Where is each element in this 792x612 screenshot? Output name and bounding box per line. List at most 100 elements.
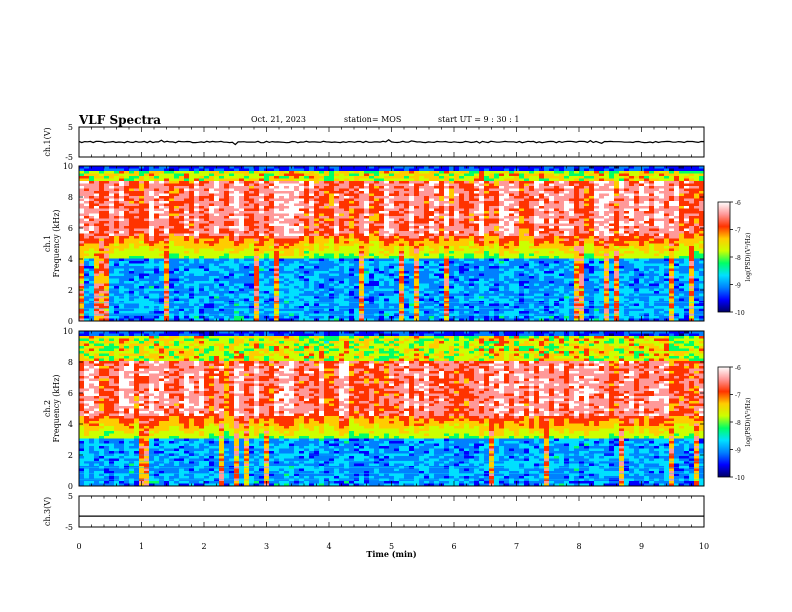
spectrogram-cell <box>339 268 345 272</box>
spectrogram-cell <box>314 211 320 214</box>
spectrogram-cell <box>89 206 95 209</box>
spectrogram-cell <box>79 308 85 312</box>
spectrogram-cell <box>479 178 485 182</box>
spectrogram-cell <box>464 303 470 307</box>
spectrogram-cell <box>199 226 205 229</box>
spectrogram-cell <box>264 248 270 252</box>
spectrogram-cell <box>334 166 340 169</box>
spectrogram-cell <box>464 208 470 212</box>
spectrogram-cell <box>344 318 350 322</box>
spectrogram-cell <box>394 276 400 279</box>
spectrogram-cell <box>359 316 365 319</box>
spectrogram-cell <box>84 203 90 207</box>
spectrogram-cell <box>449 196 455 199</box>
spectrogram-cell <box>399 243 405 247</box>
spectrogram-cell <box>374 303 380 307</box>
spectrogram-cell <box>159 291 165 294</box>
spectrogram-cell <box>389 293 395 297</box>
spectrogram-cell <box>284 283 290 287</box>
spectrogram-cell <box>284 258 290 262</box>
spectrogram-cell <box>154 201 160 204</box>
spectrogram-cell <box>309 216 315 219</box>
spectrogram-cell <box>274 286 280 289</box>
spectrogram-cell <box>254 316 260 319</box>
spectrogram-cell <box>124 293 130 297</box>
spectrogram-cell <box>289 238 295 242</box>
spectrogram-cell <box>389 241 395 244</box>
spectrogram-cell <box>204 308 210 312</box>
spectrogram-cell <box>419 228 425 232</box>
spectrogram-cell <box>449 291 455 294</box>
spectrogram-cell <box>424 281 430 284</box>
spectrogram-cell <box>434 198 440 202</box>
spectrogram-cell <box>219 196 225 199</box>
spectrogram-cell <box>204 166 210 169</box>
spectrogram-cell <box>159 181 165 184</box>
spectrogram-cell <box>104 171 110 174</box>
spectrogram-cell <box>114 253 120 257</box>
spectrogram-cell <box>469 293 475 297</box>
spectrogram-cell <box>399 281 405 284</box>
spectrogram-cell <box>194 303 200 307</box>
spectrogram-cell <box>419 168 425 172</box>
spectrogram-cell <box>254 296 260 299</box>
spectrogram-cell <box>264 208 270 212</box>
spectrogram-cell <box>324 273 330 277</box>
spectrogram-cell <box>464 291 470 294</box>
spectrogram-cell <box>309 291 315 294</box>
spectrogram-cell <box>119 276 125 279</box>
spectrogram-cell <box>459 311 465 314</box>
spectrogram-cell <box>349 208 355 212</box>
spectrogram-cell <box>264 213 270 217</box>
spectrogram-cell <box>84 168 90 172</box>
spectrogram-cell <box>194 176 200 179</box>
spectrogram-cell <box>469 303 475 307</box>
spectrogram-cell <box>374 243 380 247</box>
spectrogram-cell <box>269 183 275 187</box>
spectrogram-cell <box>469 238 475 242</box>
spectrogram-cell <box>129 308 135 312</box>
spectrogram-cell <box>329 206 335 209</box>
spectrogram-cell <box>304 208 310 212</box>
spectrogram-cell <box>369 316 375 319</box>
spectrogram-cell <box>119 251 125 254</box>
spectrogram-cell <box>199 166 205 169</box>
spectrogram-cell <box>229 256 235 259</box>
spectrogram-cell <box>474 178 480 182</box>
spectrogram-cell <box>449 223 455 227</box>
spectrogram-cell <box>159 246 165 249</box>
spectrogram-cell <box>179 171 185 174</box>
spectrogram-cell <box>404 311 410 314</box>
spectrogram-cell <box>339 173 345 177</box>
spectrogram-cell <box>304 171 310 174</box>
spectrogram-cell <box>339 266 345 269</box>
spectrogram-cell <box>314 286 320 289</box>
spectrogram-cell <box>414 296 420 299</box>
spectrogram-cell <box>79 223 85 227</box>
spectrogram-cell <box>224 298 230 302</box>
spectrogram-cell <box>304 166 310 169</box>
spectrogram-cell <box>84 166 90 169</box>
spectrogram-cell <box>404 253 410 257</box>
spectrogram-cell <box>459 213 465 217</box>
spectrogram-cell <box>204 291 210 294</box>
spectrogram-cell <box>89 281 95 284</box>
spectrogram-cell <box>174 283 180 287</box>
spectrogram-cell <box>134 276 140 279</box>
spectrogram-cell <box>184 253 190 257</box>
spectrogram-cell <box>444 173 450 177</box>
spectrogram-cell <box>109 223 115 227</box>
spectrogram-cell <box>114 168 120 172</box>
spectrogram-cell <box>109 218 115 222</box>
spectrogram-cell <box>444 281 450 284</box>
spectrogram-cell <box>319 206 325 209</box>
spectrogram-cell <box>289 171 295 174</box>
spectrogram-cell <box>379 298 385 302</box>
spectrogram-cell <box>424 268 430 272</box>
spectrogram-cell <box>374 298 380 302</box>
spectrogram-cell <box>304 281 310 284</box>
spectrogram-cell <box>94 173 100 177</box>
spectrogram-cell <box>459 188 465 192</box>
spectrogram-cell <box>404 286 410 289</box>
spectrogram-cell <box>374 268 380 272</box>
